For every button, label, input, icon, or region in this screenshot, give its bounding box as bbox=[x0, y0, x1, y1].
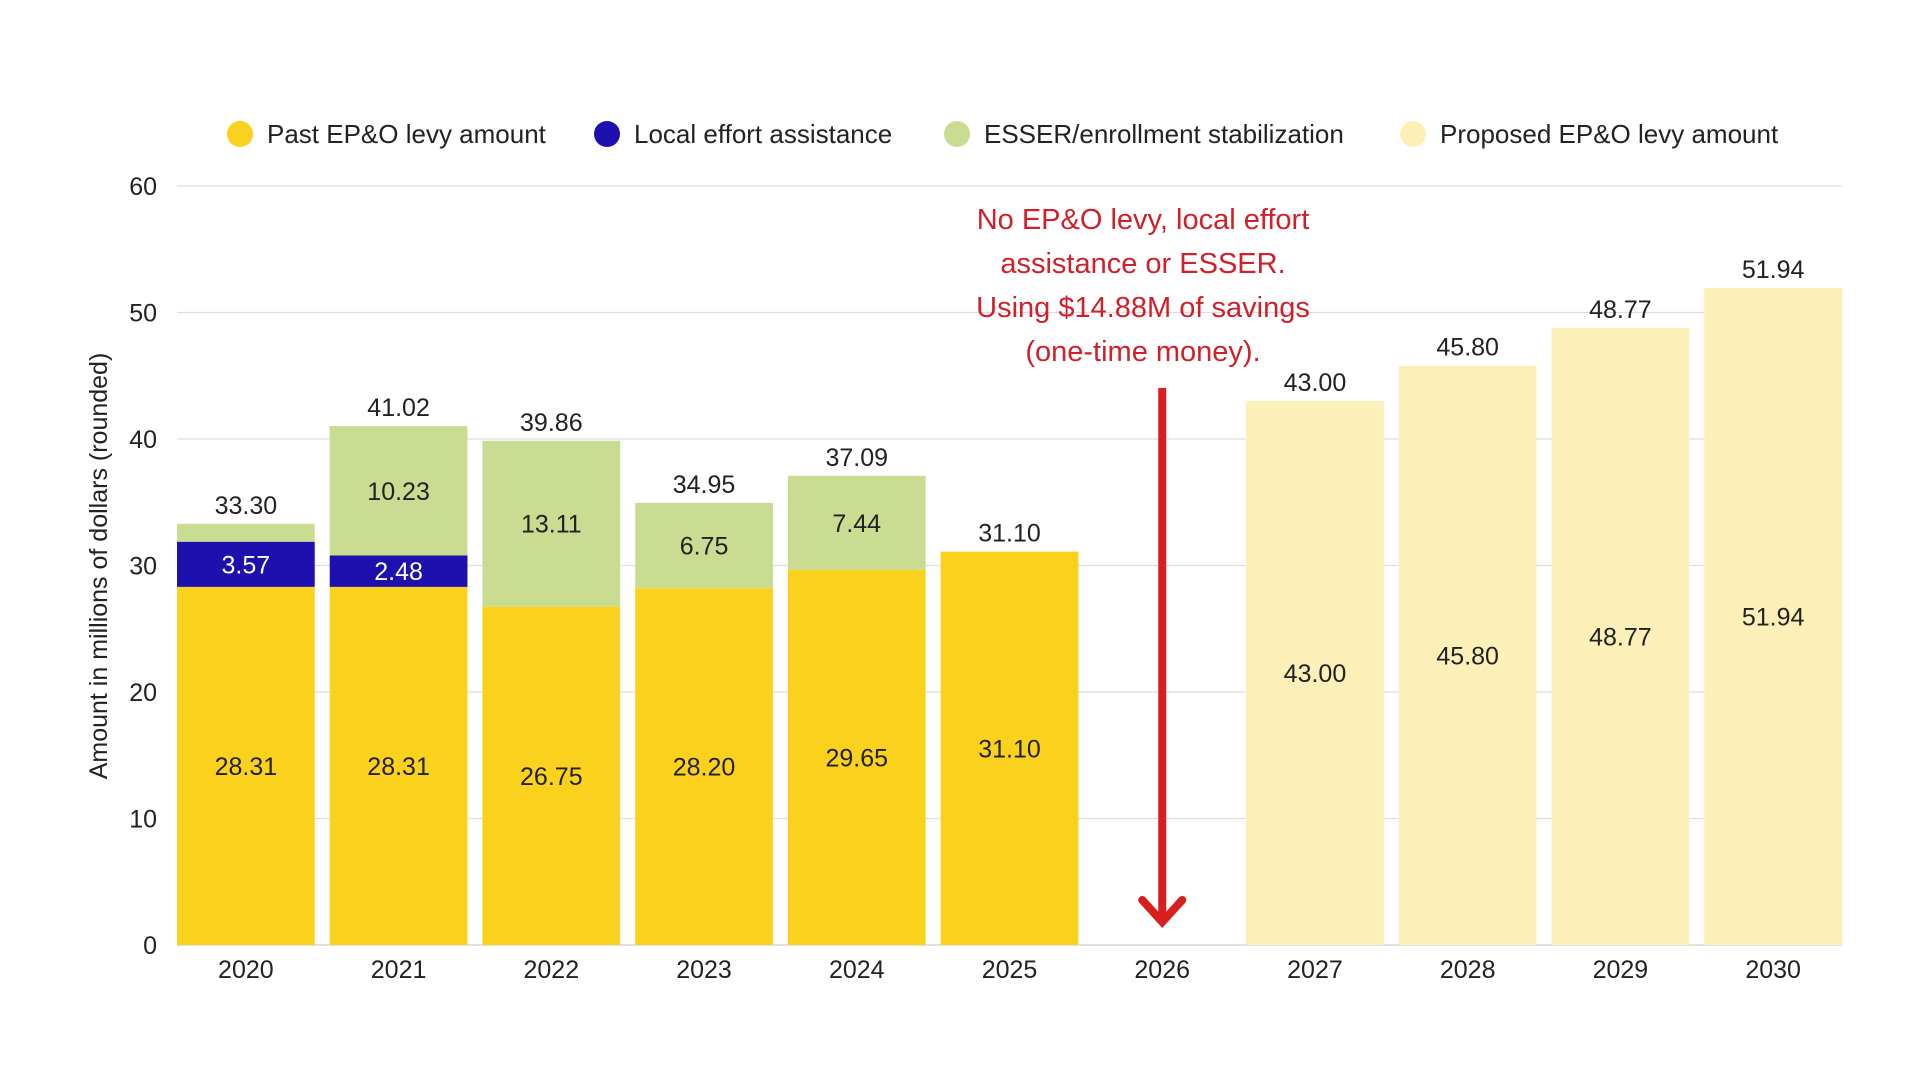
annotation-text: (one-time money). bbox=[1025, 336, 1260, 368]
data-label: 28.20 bbox=[673, 754, 736, 782]
bar-segment bbox=[329, 426, 468, 556]
bar-segment bbox=[787, 475, 926, 570]
data-label: 28.31 bbox=[215, 753, 278, 781]
bar-segment bbox=[177, 586, 315, 945]
total-label: 48.77 bbox=[1589, 296, 1652, 324]
x-tick-label: 2028 bbox=[1440, 956, 1496, 984]
annotation-text: assistance or ESSER. bbox=[1000, 248, 1285, 280]
x-tick-label: 2026 bbox=[1134, 956, 1190, 984]
bar-segment bbox=[787, 569, 926, 945]
x-tick-label: 2029 bbox=[1593, 956, 1649, 984]
data-label: 45.80 bbox=[1436, 642, 1499, 670]
total-label: 43.00 bbox=[1284, 369, 1347, 397]
y-tick-label: 40 bbox=[129, 426, 157, 454]
bar-segment bbox=[1398, 365, 1537, 945]
legend-swatch bbox=[227, 121, 253, 147]
bar-segment bbox=[1246, 401, 1384, 945]
y-tick-label: 50 bbox=[129, 300, 157, 328]
legend-swatch bbox=[944, 121, 970, 147]
data-label: 26.75 bbox=[520, 763, 583, 791]
x-tick-label: 2020 bbox=[218, 956, 274, 984]
total-label: 37.09 bbox=[825, 444, 888, 472]
y-tick-label: 30 bbox=[129, 553, 157, 581]
data-label: 29.65 bbox=[825, 744, 888, 772]
annotation-text: Using $14.88M of savings bbox=[976, 292, 1310, 324]
data-label: 10.23 bbox=[367, 478, 430, 506]
legend-label: Past EP&O levy amount bbox=[267, 119, 547, 149]
total-label: 41.02 bbox=[367, 394, 430, 422]
x-tick-label: 2030 bbox=[1745, 956, 1801, 984]
legend-label: ESSER/enrollment stabilization bbox=[984, 119, 1344, 149]
data-label: 7.44 bbox=[832, 510, 881, 538]
annotation-text: No EP&O levy, local effort bbox=[977, 204, 1310, 236]
bar-segment bbox=[635, 502, 773, 589]
legend-swatch bbox=[1400, 121, 1426, 147]
data-label: 28.31 bbox=[367, 753, 430, 781]
x-tick-label: 2025 bbox=[982, 956, 1038, 984]
y-axis-title: Amount in millions of dollars (rounded) bbox=[85, 353, 113, 780]
legend-swatch bbox=[594, 121, 620, 147]
data-label: 51.94 bbox=[1742, 603, 1805, 631]
bar-segment bbox=[635, 588, 773, 945]
bar-segment bbox=[1704, 287, 1842, 946]
y-tick-label: 20 bbox=[129, 679, 157, 707]
data-label: 6.75 bbox=[680, 533, 729, 561]
x-tick-label: 2024 bbox=[829, 956, 885, 984]
bar-segment bbox=[1551, 328, 1690, 945]
legend-label: Proposed EP&O levy amount bbox=[1440, 119, 1779, 149]
data-label: 13.11 bbox=[521, 511, 582, 539]
bar-segment bbox=[482, 440, 621, 607]
x-tick-label: 2022 bbox=[524, 956, 580, 984]
y-tick-label: 60 bbox=[129, 173, 157, 201]
total-label: 39.86 bbox=[520, 409, 583, 437]
data-label: 43.00 bbox=[1284, 660, 1347, 688]
total-label: 31.10 bbox=[978, 520, 1041, 548]
bar-segment bbox=[329, 555, 468, 587]
bar-segment bbox=[177, 523, 315, 542]
legend-label: Local effort assistance bbox=[634, 119, 892, 149]
bar-segment bbox=[177, 541, 315, 587]
data-label: 2.48 bbox=[374, 558, 423, 586]
x-tick-label: 2027 bbox=[1287, 956, 1343, 984]
bar-segment bbox=[482, 606, 621, 945]
data-label: 31.10 bbox=[978, 735, 1041, 763]
total-label: 51.94 bbox=[1742, 256, 1805, 284]
arrow-down-icon bbox=[1138, 896, 1187, 928]
total-label: 34.95 bbox=[673, 471, 736, 499]
x-tick-label: 2021 bbox=[371, 956, 427, 984]
x-tick-label: 2023 bbox=[676, 956, 732, 984]
bar-segment bbox=[329, 586, 468, 945]
y-tick-label: 10 bbox=[129, 806, 157, 834]
bar-segment bbox=[940, 551, 1079, 945]
data-label: 3.57 bbox=[222, 551, 271, 579]
data-label: 48.77 bbox=[1589, 624, 1652, 652]
total-label: 33.30 bbox=[215, 492, 278, 520]
total-label: 45.80 bbox=[1436, 334, 1499, 362]
y-tick-label: 0 bbox=[143, 932, 157, 960]
